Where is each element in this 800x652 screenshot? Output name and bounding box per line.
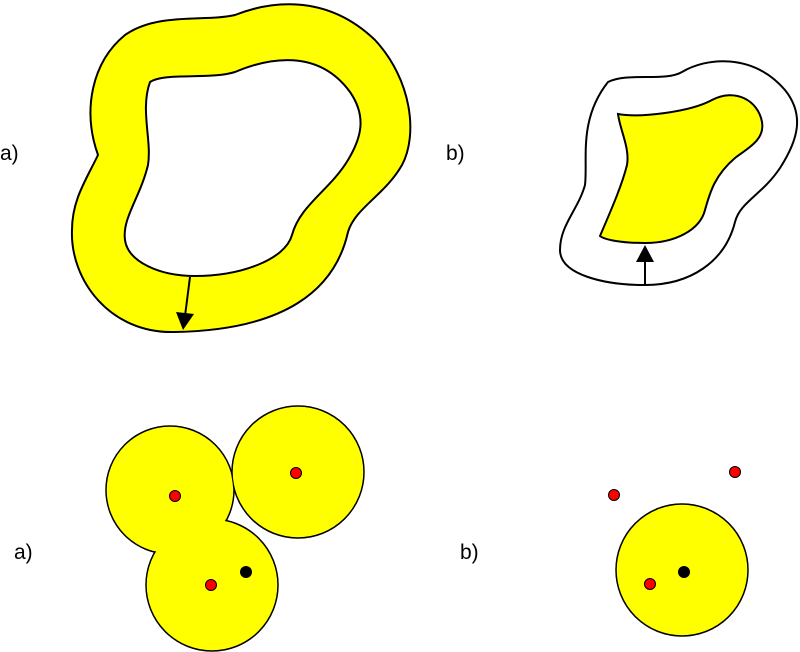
dilated-shape bbox=[70, 3, 412, 334]
outward-arrow-head bbox=[176, 312, 194, 330]
union-of-disks-panel bbox=[105, 405, 365, 652]
red-point bbox=[290, 467, 302, 479]
red-point bbox=[644, 578, 656, 590]
erosion-panel bbox=[558, 60, 799, 287]
red-point bbox=[169, 490, 181, 502]
dilation-panel bbox=[70, 3, 412, 334]
label-bottom-right: b) bbox=[460, 541, 479, 564]
center-point bbox=[678, 566, 690, 578]
outward-arrow-shaft bbox=[184, 276, 191, 317]
single-disk-panel bbox=[608, 466, 749, 637]
label-top-right: b) bbox=[446, 142, 465, 165]
inward-arrow-head bbox=[636, 245, 654, 262]
red-point bbox=[608, 489, 620, 501]
eroded-shape bbox=[598, 94, 764, 245]
original-shape-outline bbox=[123, 59, 362, 278]
label-bottom-left: a) bbox=[14, 541, 33, 564]
red-point bbox=[729, 466, 741, 478]
red-point bbox=[205, 579, 217, 591]
label-top-left: a) bbox=[0, 142, 19, 165]
center-point bbox=[240, 566, 252, 578]
